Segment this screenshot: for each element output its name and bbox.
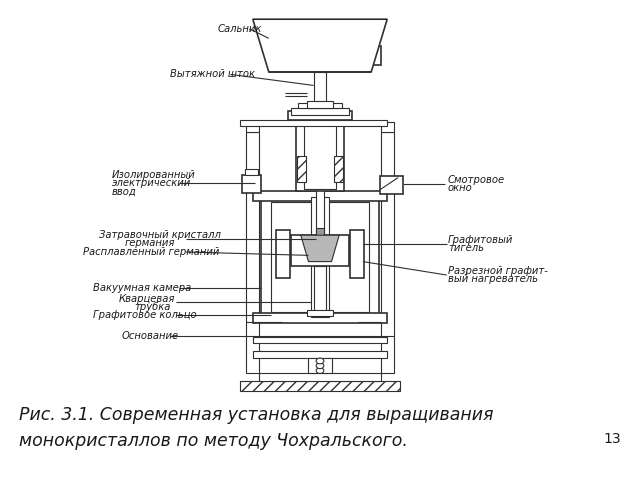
Text: Смотровое: Смотровое: [448, 175, 505, 185]
Text: Сальник: Сальник: [218, 24, 262, 34]
Circle shape: [316, 368, 324, 373]
Bar: [298, 156, 306, 182]
Text: Вакуумная камера: Вакуумная камера: [93, 283, 191, 293]
Text: Затравочный кристалл: Затравочный кристалл: [99, 230, 221, 240]
Text: 13: 13: [603, 432, 621, 446]
Text: окно: окно: [448, 183, 473, 193]
Bar: [291, 235, 349, 266]
Circle shape: [316, 363, 324, 369]
Bar: [242, 175, 261, 193]
Bar: [350, 230, 364, 278]
Text: монокристаллов по методу Чохральского.: монокристаллов по методу Чохральского.: [19, 432, 408, 450]
Bar: [304, 118, 337, 189]
Bar: [358, 46, 381, 65]
Bar: [271, 202, 369, 312]
Bar: [246, 122, 259, 132]
Text: вый нагреватель: вый нагреватель: [448, 275, 538, 284]
Text: Рис. 3.1. Современная установка для выращивания: Рис. 3.1. Современная установка для выра…: [19, 406, 493, 423]
Polygon shape: [301, 235, 339, 262]
Bar: [334, 156, 343, 182]
Bar: [307, 101, 333, 108]
Bar: [307, 310, 333, 316]
Text: Графитовый: Графитовый: [448, 235, 513, 245]
Bar: [314, 72, 326, 103]
Polygon shape: [253, 19, 387, 72]
Text: Вытяжной шток: Вытяжной шток: [170, 70, 255, 79]
Bar: [253, 313, 387, 323]
Bar: [259, 373, 381, 381]
Text: Разрезной графит-: Разрезной графит-: [448, 266, 548, 276]
Bar: [308, 358, 332, 373]
Circle shape: [316, 358, 324, 364]
Bar: [245, 169, 258, 175]
Bar: [314, 266, 326, 314]
Bar: [296, 115, 344, 191]
Text: ввод: ввод: [112, 187, 137, 196]
Text: Кварцевая: Кварцевая: [118, 294, 175, 303]
Bar: [253, 351, 387, 358]
Bar: [240, 120, 387, 126]
Bar: [282, 24, 358, 67]
Bar: [316, 228, 324, 236]
Bar: [380, 176, 403, 194]
Bar: [291, 108, 349, 115]
Bar: [246, 132, 259, 373]
Text: Изолированный: Изолированный: [112, 170, 196, 180]
Text: германия: германия: [125, 239, 175, 248]
Bar: [311, 197, 329, 317]
Bar: [298, 103, 342, 108]
Bar: [381, 122, 394, 132]
Text: Расплавленный германий: Расплавленный германий: [83, 247, 220, 257]
Bar: [240, 381, 400, 391]
Bar: [316, 70, 324, 238]
Bar: [276, 230, 290, 278]
Bar: [261, 197, 379, 317]
Bar: [288, 111, 352, 120]
Text: электрический: электрический: [112, 179, 191, 188]
Text: Основание: Основание: [122, 331, 179, 341]
Bar: [253, 337, 387, 343]
Text: трубка: трубка: [134, 302, 171, 312]
Text: тигель: тигель: [448, 243, 484, 253]
Bar: [381, 132, 394, 373]
Bar: [253, 191, 387, 201]
Text: Графитовое кольцо: Графитовое кольцо: [93, 311, 196, 320]
